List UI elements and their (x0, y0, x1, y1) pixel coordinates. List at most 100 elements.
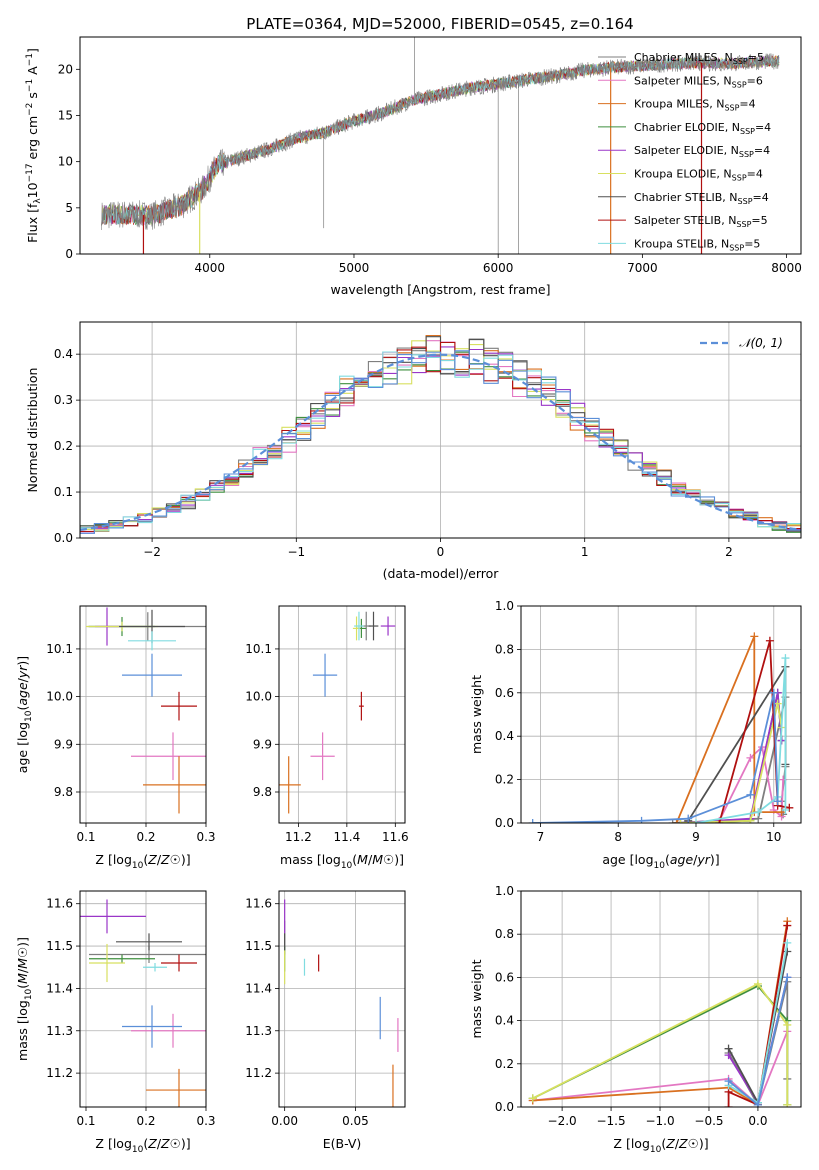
x-tick-label: 0.1 (76, 1114, 95, 1128)
y-tick-label: 5 (65, 201, 73, 215)
y-tick-label: 11.4 (46, 981, 73, 995)
axes-frame (79, 321, 802, 539)
label-fragment: =4 (754, 144, 770, 157)
label-fragment: SSP (732, 80, 747, 89)
legend-entry: Chabrier ELODIE, NSSP=4 (634, 121, 771, 136)
y-axis-label: mass [log10(M/M☉)] (15, 937, 34, 1061)
label-fragment: / (15, 677, 30, 682)
axes-frame (278, 605, 406, 824)
plot-area (284, 899, 399, 1107)
x-tick-label: −0.5 (694, 1114, 723, 1128)
x-tick-label: −1.0 (645, 1114, 674, 1128)
x-tick-label: 0.2 (136, 830, 155, 844)
label-fragment: 10 (24, 988, 34, 1000)
y-axis-label: Flux [fλ10−17 erg cm−2 s−1 A−1] (25, 48, 43, 243)
y-tick-label: 9.8 (253, 785, 272, 799)
residual-histogram-panel: −2 −1 0 1 2 0.0 0.1 0.2 0.3 0.4 (data-model)/error… (25, 321, 802, 581)
label-fragment: Chabrier STELIB, N (634, 191, 738, 204)
label-fragment: ( (665, 852, 670, 867)
mass-weight-point-marker (769, 688, 778, 697)
x-tick-label: 4000 (195, 261, 226, 275)
legend-entry: Chabrier STELIB, NSSP=4 (634, 191, 769, 206)
mass-weight-point-marker (724, 1103, 733, 1107)
mass-weight-series-line (532, 983, 789, 1105)
mass-weight-point-marker (528, 1094, 537, 1103)
label-fragment: ( (15, 706, 30, 711)
label-fragment: ( (661, 1136, 666, 1151)
x-tick-label: 1 (581, 545, 589, 559)
mass-weight-series-line (727, 925, 789, 1107)
label-fragment: Salpeter STELIB, N (634, 214, 736, 227)
label-fragment: =4 (747, 168, 763, 181)
y-tick-label: 0.0 (495, 816, 514, 830)
label-fragment: Z (147, 852, 157, 867)
mass-weight-point-marker (746, 790, 755, 799)
axes-frame (79, 605, 207, 824)
mass-weight-point-marker (528, 819, 537, 823)
label-fragment: Z [ (95, 1136, 112, 1151)
y-tick-label: 11.3 (245, 1024, 272, 1038)
label-fragment: Salpeter MILES, N (634, 74, 732, 87)
label-fragment: λ (33, 198, 43, 204)
observed-spectrum-line (101, 53, 780, 231)
x-tick-label: 0.1 (76, 830, 95, 844)
mass-weight-vs-metallicity-panel: −2.0 −1.5 −1.0 −0.5 0.0 0.0 0.2 0.4 0.6 0.8 1.0 Z [… (469, 884, 802, 1155)
mass-weight-point-marker (783, 973, 792, 982)
label-fragment: M☉ (372, 852, 394, 867)
y-tick-label: 0.4 (54, 347, 73, 361)
label-fragment: Kroupa ELODIE, N (634, 168, 732, 181)
y-tick-label: 15 (58, 108, 73, 122)
axes-frame (79, 36, 802, 255)
label-fragment: SSP (738, 197, 753, 206)
axes-frame (79, 890, 207, 1108)
y-tick-label: 0 (65, 247, 73, 261)
mass-weight-point-marker (773, 797, 782, 806)
mass-weight-series-line (680, 691, 783, 823)
label-fragment: age [ (15, 741, 30, 773)
mass-weight-point-marker (783, 947, 792, 956)
legend-entry: 𝒩(0, 1) (739, 336, 783, 350)
x-axis-label: (data-model)/error (383, 566, 500, 581)
mass-weight-series-line (718, 639, 790, 823)
x-tick-label: 11.2 (285, 830, 312, 844)
label-fragment: log (113, 852, 132, 867)
x-tick-label: 0.05 (342, 1114, 369, 1128)
mass-weight-series-line (532, 691, 779, 823)
label-fragment: Z☉ (160, 852, 181, 867)
label-fragment: SSP (729, 243, 744, 252)
plot-area (528, 632, 794, 823)
label-fragment: 10 (132, 861, 144, 871)
y-tick-label: 11.6 (46, 897, 73, 911)
y-tick-label: 11.3 (46, 1024, 73, 1038)
label-fragment: SSP (724, 104, 739, 113)
y-tick-label: 0.2 (495, 1057, 514, 1071)
mass-weight-series-line (675, 635, 782, 823)
label-fragment: Kroupa MILES, N (634, 98, 724, 111)
label-fragment: mass [ (280, 852, 322, 867)
y-tick-label: 0.1 (54, 485, 73, 499)
label-fragment: )] (699, 1136, 709, 1151)
mass-weight-series-line (680, 702, 783, 823)
y-tick-label: 9.8 (54, 785, 73, 799)
mass-vs-ebv-panel: 0.00 0.05 11.2 11.3 11.4 11.5 11.6 E(B-V) (245, 890, 406, 1151)
y-tick-label: 1.0 (495, 599, 514, 613)
y-tick-label: 0.6 (495, 970, 514, 984)
label-fragment: ( (143, 852, 148, 867)
x-axis-label: E(B-V) (323, 1136, 362, 1151)
label-fragment: Z☉ (160, 1136, 181, 1151)
x-tick-label: 11.6 (382, 830, 409, 844)
label-fragment: =5 (744, 237, 760, 250)
label-fragment: M (357, 852, 368, 867)
y-tick-label: 0.3 (54, 393, 73, 407)
x-tick-label: 10 (766, 830, 781, 844)
plot-area (528, 917, 792, 1107)
y-tick-label: 11.2 (46, 1066, 73, 1080)
x-tick-label: −2.0 (548, 1114, 577, 1128)
label-fragment: erg cm (25, 116, 40, 164)
label-fragment: −1 (25, 53, 35, 66)
y-tick-label: 10.1 (245, 642, 272, 656)
label-fragment: =5 (751, 214, 767, 227)
label-fragment: / (368, 852, 373, 867)
y-tick-label: 0.0 (54, 531, 73, 545)
